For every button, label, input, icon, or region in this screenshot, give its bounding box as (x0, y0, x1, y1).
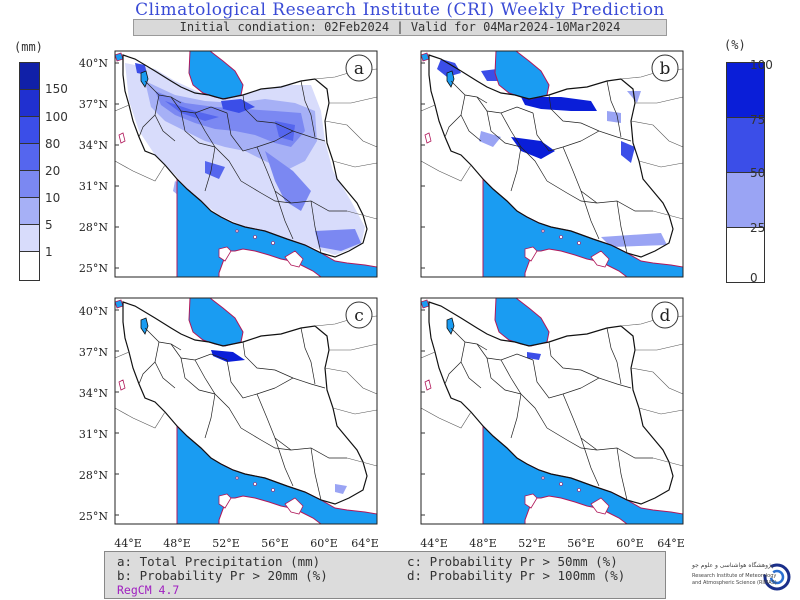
logo-name-en-1: Research Institute of Meteorology (692, 573, 777, 579)
lon-label-60: 60°E (310, 537, 338, 550)
panel-a-map (114, 50, 378, 278)
lon-label-64: 64°E (351, 537, 379, 550)
panel-a-precip-shading (125, 63, 365, 255)
panel-b-prob-shading (437, 59, 667, 247)
model-name: RegCM 4.7 (117, 583, 180, 597)
lat-labels-top: 40°N 37°N 34°N 31°N 28°N 25°N (79, 57, 108, 275)
panel-letter-d: d (651, 301, 679, 329)
lat-label-31: 31°N (79, 428, 108, 441)
panel-letter-b: b (651, 54, 679, 82)
panel-b-map (420, 50, 684, 278)
lon-label-44: 44°E (114, 537, 142, 550)
lat-label-25: 25°N (79, 262, 108, 275)
panel-letter-c: c (345, 301, 373, 329)
logo-name-en-2: and Atmospheric Science (RIMAS) (692, 580, 777, 586)
precip-level-5: 5 (45, 218, 53, 232)
legend-a: a: Total Precipitation (mm) (117, 554, 321, 569)
lat-label-34: 34°N (79, 139, 108, 152)
prob-level-50: 50 (750, 166, 766, 180)
legend-b: b: Probability Pr > 20mm (%) (117, 568, 328, 583)
panel-legend: a: Total Precipitation (mm) b: Probabili… (104, 551, 666, 599)
prob-level-25: 25 (750, 221, 766, 235)
precip-colorbar (19, 62, 40, 281)
prob-level-100: 100 (750, 58, 773, 72)
lat-label-25: 25°N (79, 510, 108, 523)
lat-label-31: 31°N (79, 180, 108, 193)
lon-label-52: 52°E (212, 537, 240, 550)
prob-colorbar-unit: (%) (724, 38, 746, 52)
panel-c-prob-shading (211, 350, 347, 494)
lat-label-28: 28°N (79, 221, 108, 234)
precip-level-10: 10 (45, 191, 61, 205)
logo-name-fa: پژوهشگاه هواشناسی و علوم جو (692, 562, 774, 569)
panel-d-map (420, 297, 684, 525)
institute-logo: پژوهشگاه هواشناسی و علوم جو Research Ins… (690, 560, 798, 598)
prob-level-0: 0 (750, 271, 758, 285)
lat-label-37: 37°N (79, 346, 108, 359)
svg-text:b: b (660, 59, 671, 79)
lon-label-44: 44°E (420, 537, 448, 550)
forecast-period: Initial condiation: 02Feb2024 | Valid fo… (133, 19, 667, 36)
lat-label-34: 34°N (79, 387, 108, 400)
panel-d-prob-shading (527, 352, 541, 360)
lon-label-60: 60°E (616, 537, 644, 550)
lat-label-37: 37°N (79, 98, 108, 111)
lon-label-64: 64°E (657, 537, 685, 550)
lon-label-52: 52°E (518, 537, 546, 550)
panel-c-map (114, 297, 378, 525)
lon-label-48: 48°E (163, 537, 191, 550)
precip-level-20: 20 (45, 164, 61, 178)
page-title: Climatological Research Institute (CRI) … (135, 0, 665, 20)
lat-label-40: 40°N (79, 305, 108, 318)
legend-d: d: Probability Pr > 100mm (%) (407, 568, 626, 583)
legend-c: c: Probability Pr > 50mm (%) (407, 554, 618, 569)
lon-labels-right: 44°E 48°E 52°E 56°E 60°E 64°E (420, 537, 685, 550)
prob-level-75: 75 (750, 113, 766, 127)
lon-label-48: 48°E (469, 537, 497, 550)
svg-text:c: c (354, 306, 364, 326)
precip-colorbar-unit: (mm) (14, 40, 43, 54)
precip-level-1: 1 (45, 245, 53, 259)
svg-text:a: a (354, 59, 364, 79)
lat-label-40: 40°N (79, 57, 108, 70)
lat-label-28: 28°N (79, 469, 108, 482)
lon-label-56: 56°E (567, 537, 595, 550)
swirl-logo-icon (763, 563, 791, 591)
precip-level-150: 150 (45, 82, 68, 96)
lon-label-56: 56°E (261, 537, 289, 550)
panel-letter-a: a (345, 54, 373, 82)
map-panels: a b c d 40°N 37°N 34°N 31°N 28°N 25°N 40… (79, 50, 685, 550)
prob-colorbar (726, 62, 765, 283)
precip-level-80: 80 (45, 137, 61, 151)
svg-text:d: d (660, 306, 671, 326)
lat-labels-bottom: 40°N 37°N 34°N 31°N 28°N 25°N (79, 305, 108, 523)
precip-level-100: 100 (45, 110, 68, 124)
lon-labels-left: 44°E 48°E 52°E 56°E 60°E 64°E (114, 537, 379, 550)
